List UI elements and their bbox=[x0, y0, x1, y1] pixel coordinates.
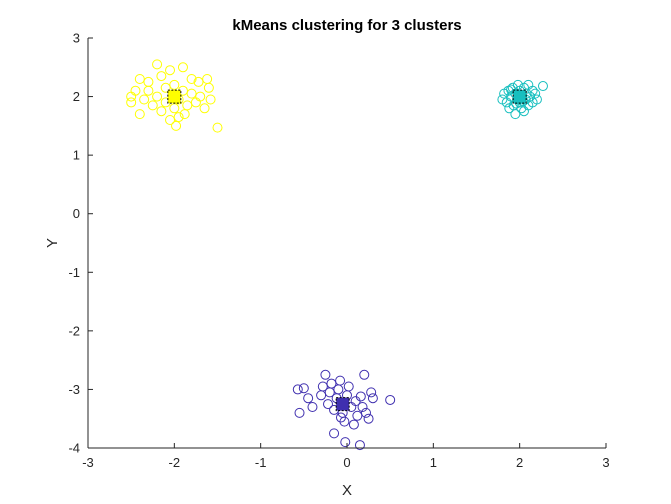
cluster-3-point bbox=[317, 381, 328, 392]
cluster-3-point bbox=[335, 375, 346, 386]
centroid-1-marker bbox=[167, 89, 182, 104]
cluster-2-point bbox=[506, 84, 517, 95]
cluster-1-point bbox=[152, 91, 163, 102]
cluster-3-point bbox=[366, 387, 377, 398]
cluster-1-point bbox=[165, 65, 176, 76]
cluster-3-point bbox=[385, 394, 396, 405]
cluster-3-point bbox=[329, 428, 340, 439]
cluster-1-point bbox=[169, 103, 180, 114]
cluster-1-point bbox=[186, 74, 197, 84]
cluster-3-point bbox=[352, 410, 363, 421]
cluster-1-point bbox=[199, 103, 210, 114]
cluster-2-point bbox=[527, 85, 538, 96]
cluster-3-point bbox=[363, 413, 374, 424]
cluster-3-point bbox=[307, 402, 318, 412]
cluster-1-point bbox=[130, 85, 141, 96]
cluster-1-point bbox=[212, 122, 223, 133]
cluster-2-point bbox=[510, 109, 521, 120]
y-tick-label: 2 bbox=[73, 89, 80, 104]
x-tick-label: 2 bbox=[516, 455, 523, 470]
cluster-1-point bbox=[160, 82, 171, 93]
x-axis-label: X bbox=[342, 482, 352, 499]
chart-title: kMeans clustering for 3 clusters bbox=[232, 17, 461, 34]
cluster-1-point bbox=[134, 109, 145, 120]
cluster-3-point bbox=[359, 369, 370, 380]
cluster-1-point bbox=[147, 100, 158, 111]
cluster-3-point bbox=[355, 391, 366, 402]
plot-area bbox=[88, 38, 606, 448]
cluster-1-point bbox=[186, 88, 197, 99]
cluster-1-point bbox=[205, 94, 216, 105]
cluster-3-point bbox=[298, 383, 309, 394]
cluster-3-point bbox=[354, 440, 365, 451]
cluster-3-point bbox=[303, 393, 314, 404]
cluster-1-point bbox=[171, 120, 182, 131]
cluster-2-point bbox=[537, 81, 548, 92]
x-tick-label: 1 bbox=[430, 455, 437, 470]
y-tick-label: 3 bbox=[73, 31, 80, 46]
cluster-3-point bbox=[320, 369, 331, 380]
cluster-3-point bbox=[326, 378, 337, 389]
y-tick-label: -4 bbox=[68, 441, 80, 456]
cluster-1-point bbox=[182, 100, 193, 111]
cluster-1-point bbox=[139, 94, 150, 105]
cluster-3-point bbox=[323, 399, 334, 410]
cluster-1-point bbox=[177, 62, 188, 73]
cluster-1-point bbox=[173, 112, 184, 123]
cluster-3-point bbox=[294, 407, 305, 418]
y-tick-label: 0 bbox=[73, 206, 80, 221]
cluster-1-point bbox=[169, 79, 180, 90]
centroids-layer bbox=[167, 89, 527, 412]
centroid-2-marker bbox=[512, 89, 527, 104]
cluster-1-point bbox=[134, 74, 145, 84]
cluster-3-point bbox=[367, 393, 378, 404]
cluster-3-point bbox=[357, 402, 368, 412]
x-tick-label: 0 bbox=[343, 455, 350, 470]
cluster-3-point bbox=[360, 407, 371, 418]
cluster-3-point bbox=[335, 412, 346, 423]
x-tick-label: -3 bbox=[82, 455, 94, 470]
cluster-3-point bbox=[348, 419, 359, 430]
cluster-3-point bbox=[343, 381, 354, 392]
cluster-1-point bbox=[203, 82, 214, 93]
cluster-3-point bbox=[340, 437, 351, 448]
centroid-3-marker bbox=[335, 397, 350, 412]
cluster-1-point bbox=[193, 76, 204, 87]
cluster-1-point bbox=[156, 106, 167, 117]
cluster-1-point bbox=[126, 97, 137, 108]
cluster-2-point bbox=[530, 88, 541, 99]
cluster-2-point bbox=[531, 94, 542, 105]
x-tick-label: -2 bbox=[169, 455, 181, 470]
y-tick-label: -3 bbox=[68, 382, 80, 397]
cluster-2-point bbox=[512, 79, 523, 90]
cluster-1-point bbox=[143, 76, 154, 87]
cluster-1-point bbox=[195, 91, 206, 102]
cluster-1-point bbox=[179, 109, 190, 120]
y-tick-label: 1 bbox=[73, 148, 80, 163]
x-tick-label: 3 bbox=[602, 455, 609, 470]
cluster-3-point bbox=[292, 384, 303, 395]
cluster-1-point bbox=[152, 59, 163, 70]
y-tick-label: -1 bbox=[68, 265, 80, 280]
x-tick-label: -1 bbox=[255, 455, 267, 470]
y-tick-label: -2 bbox=[68, 323, 80, 338]
y-axis-label: Y bbox=[44, 238, 61, 248]
cluster-1-point bbox=[165, 115, 176, 125]
cluster-1-point bbox=[156, 71, 167, 82]
